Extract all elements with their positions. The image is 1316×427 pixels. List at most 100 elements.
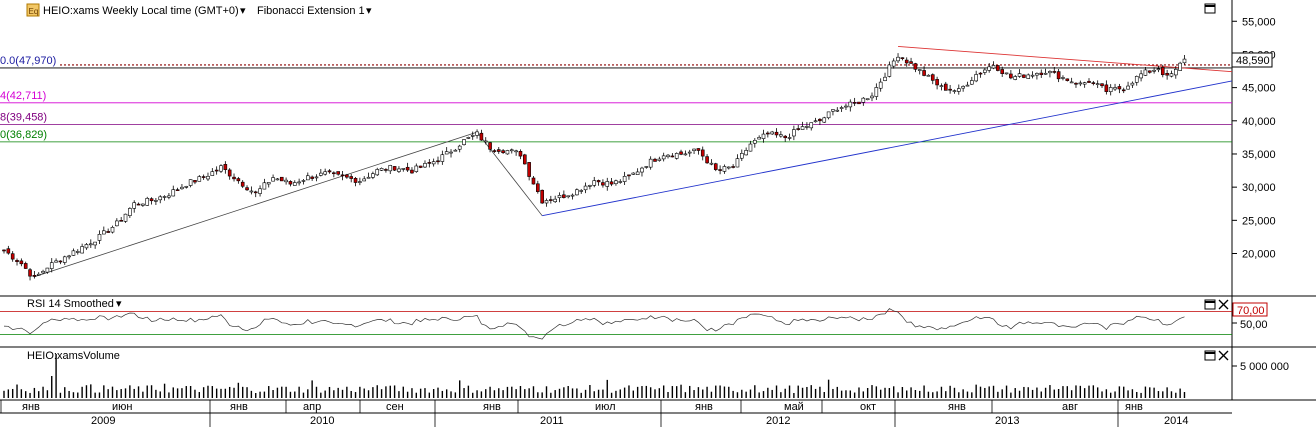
volume-maximize-icon[interactable] [1204, 350, 1216, 361]
candle-body [89, 243, 93, 246]
candle-body [284, 179, 288, 183]
candle-body [41, 270, 45, 274]
candle-body [332, 172, 336, 175]
candle-body [488, 142, 492, 150]
candle-body [297, 181, 301, 184]
rsi-pane [0, 308, 1237, 340]
candle-body [392, 166, 397, 171]
candle-body [713, 163, 718, 170]
volume-title[interactable]: HEIO:xamsVolume [27, 350, 120, 362]
candle-body [1009, 73, 1013, 79]
candle-body [167, 195, 171, 198]
candle-body [900, 57, 905, 59]
last-price-box [1231, 52, 1273, 68]
candle-body [32, 275, 37, 277]
candle-body [648, 158, 653, 168]
candle-body [15, 260, 19, 262]
candle-body [371, 173, 375, 178]
candle-body [518, 150, 523, 157]
month-label: июл [595, 401, 616, 413]
candle-body [874, 87, 879, 97]
candle-body [870, 95, 874, 99]
candle-body [666, 154, 670, 158]
candle-body [861, 97, 866, 103]
rsi-dropdown-icon[interactable]: ▾ [116, 298, 122, 310]
candle-body [184, 186, 189, 188]
study-label[interactable]: Fibonacci Extension 1 [257, 5, 365, 17]
maximize-icon[interactable] [1204, 3, 1216, 14]
candle-body [141, 203, 145, 206]
candle-body [896, 56, 900, 62]
candle-body [631, 172, 636, 175]
candle-body [444, 151, 449, 155]
candle-body [1174, 69, 1178, 76]
candle-body [93, 241, 97, 246]
candle-body [175, 189, 180, 191]
candle-body [1082, 82, 1087, 85]
candle-body [23, 263, 28, 269]
candle-body [952, 90, 957, 92]
month-label: май [784, 401, 804, 413]
candle-body [1004, 72, 1009, 75]
candle-body [935, 79, 939, 86]
month-label: янв [948, 401, 966, 413]
rsi-title[interactable]: RSI 14 Smoothed [27, 298, 114, 310]
month-label: апр [303, 401, 321, 413]
candle-body [375, 169, 380, 176]
candle-body [466, 137, 471, 139]
candle-body [614, 180, 618, 185]
study-dropdown-icon[interactable]: ▾ [366, 5, 372, 17]
candle-body [232, 176, 236, 180]
candle-body [431, 161, 436, 165]
candle-body [279, 176, 284, 182]
candle-body [128, 208, 132, 216]
year-label: 2012 [766, 415, 790, 427]
candle-body [744, 150, 748, 156]
candle-body [405, 166, 410, 171]
rsi-level-label: 70,00 [1237, 305, 1265, 317]
candle-body [1048, 71, 1052, 74]
candle-body [110, 226, 115, 233]
symbol-dropdown-icon[interactable]: ▾ [240, 5, 246, 17]
candle-body [119, 220, 123, 222]
candle-body [1108, 87, 1113, 93]
candle-body [522, 154, 527, 165]
candle-body [974, 74, 978, 82]
candle-body [509, 149, 514, 152]
candle-body [258, 188, 262, 194]
candle-body [948, 88, 952, 91]
candle-body [687, 151, 692, 154]
rsi-maximize-icon[interactable] [1204, 299, 1216, 310]
year-label: 2009 [91, 415, 115, 427]
volume-pane [3, 354, 1237, 398]
candle-body [384, 169, 388, 171]
candle-body [501, 150, 505, 153]
candle-body [219, 165, 223, 172]
volume-close-icon[interactable] [1218, 350, 1229, 361]
month-label: янв [1125, 401, 1143, 413]
candle-body [266, 182, 271, 185]
candle-body [227, 169, 232, 177]
fib-level-label: 0.0(47,970) [0, 55, 56, 67]
candle-body [496, 149, 501, 152]
candle-body [71, 250, 76, 256]
candle-body [475, 131, 479, 136]
price-tick-label: 40,000 [1242, 116, 1276, 128]
candle-body [883, 76, 887, 82]
candle-body [1182, 58, 1187, 64]
candle-body [805, 126, 809, 128]
candle-body [193, 180, 197, 183]
candle-body [1091, 82, 1096, 84]
candle-body [10, 253, 15, 260]
candle-body [1100, 83, 1104, 87]
chart-logo-icon[interactable]: Eq [26, 3, 40, 17]
symbol-label[interactable]: HEIO:xams Weekly Local time (GMT+0) [43, 5, 239, 17]
candle-body [1052, 71, 1057, 73]
price-tick-label: 45,000 [1242, 83, 1276, 95]
candle-body [618, 181, 623, 183]
candle-body [991, 65, 996, 69]
candle-body [983, 69, 987, 73]
rsi-close-icon[interactable] [1218, 299, 1229, 310]
candle-body [943, 83, 948, 91]
month-label: авг [1062, 401, 1078, 413]
